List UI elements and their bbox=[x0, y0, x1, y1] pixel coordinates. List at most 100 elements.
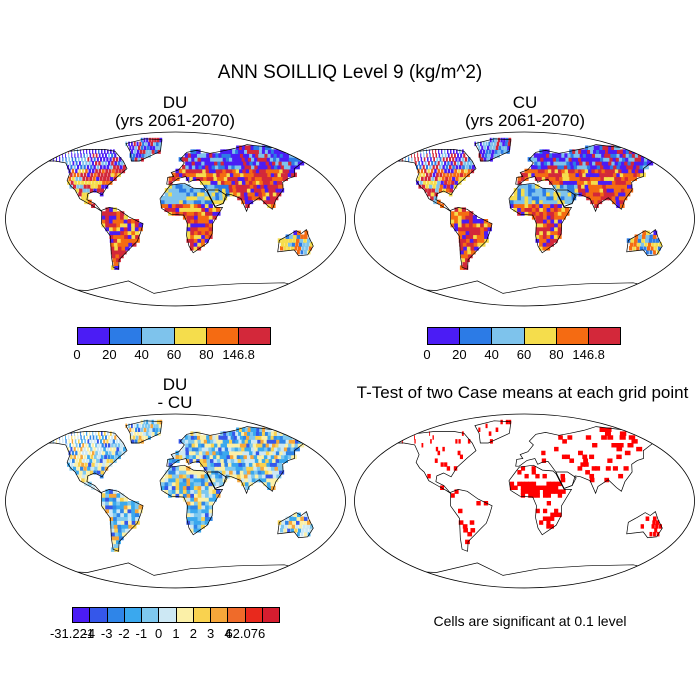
map-grid-cell bbox=[209, 172, 215, 178]
map-grid-cell bbox=[201, 226, 206, 232]
map-grid-cell bbox=[130, 149, 134, 154]
map-grid-cell bbox=[480, 234, 485, 239]
map-grid-cell bbox=[647, 242, 652, 247]
map-grid-cell bbox=[112, 230, 118, 236]
map-grid-cell bbox=[259, 462, 265, 467]
map-grid-cell bbox=[96, 157, 99, 162]
map-grid-cell bbox=[451, 180, 455, 185]
map-grid-cell bbox=[249, 168, 255, 174]
colorbar-diff bbox=[72, 607, 280, 623]
map-grid-cell bbox=[527, 172, 533, 178]
map-grid-cell bbox=[250, 439, 257, 444]
map-grid-cell bbox=[407, 431, 409, 436]
map-grid-cell bbox=[118, 157, 122, 162]
map-grid-cell bbox=[249, 466, 255, 471]
map-grid-cell bbox=[425, 164, 429, 170]
map-grid-cell bbox=[524, 485, 529, 490]
map-grid-cell bbox=[88, 161, 91, 166]
map-grid-cell bbox=[442, 188, 446, 193]
map-grid-cell bbox=[237, 446, 244, 452]
map-grid-cell bbox=[605, 466, 611, 471]
map-grid-cell bbox=[204, 477, 209, 483]
map-grid-cell bbox=[568, 199, 573, 205]
map-grid-cell bbox=[254, 439, 260, 444]
coastline bbox=[474, 138, 512, 162]
map-grid-cell bbox=[239, 184, 244, 189]
map-grid-cell bbox=[200, 153, 205, 158]
map-grid-cell bbox=[200, 524, 205, 529]
map-grid-cell bbox=[296, 516, 301, 521]
map-grid-cell bbox=[306, 520, 311, 525]
map-grid-cell bbox=[210, 176, 215, 181]
map-grid-cell bbox=[273, 439, 280, 444]
map-grid-cell bbox=[567, 188, 572, 193]
map-grid-cell bbox=[220, 149, 226, 154]
map-grid-cell bbox=[86, 164, 90, 170]
map-grid-cell bbox=[266, 180, 272, 185]
map-grid-cell bbox=[226, 443, 232, 448]
map-grid-cell bbox=[195, 168, 200, 174]
map-grid-cell bbox=[116, 215, 121, 220]
map-grid-cell bbox=[641, 234, 646, 239]
map-grid-cell bbox=[531, 211, 537, 216]
map-grid-cell bbox=[615, 195, 621, 201]
map-grid-cell bbox=[500, 149, 504, 154]
map-grid-cell bbox=[556, 184, 561, 189]
map-grid-cell bbox=[117, 238, 122, 243]
map-grid-cell bbox=[46, 153, 48, 158]
map-grid-cell bbox=[212, 493, 217, 498]
map-grid-cell bbox=[154, 419, 157, 425]
map-grid-cell bbox=[454, 219, 459, 224]
map-grid-cell bbox=[197, 501, 203, 506]
map-grid-cell bbox=[196, 176, 201, 181]
colorbar-segment bbox=[142, 608, 160, 622]
map-grid-cell bbox=[458, 230, 463, 236]
map-grid-cell bbox=[535, 199, 540, 205]
map-grid-cell bbox=[655, 242, 659, 247]
map-grid-cell bbox=[134, 501, 140, 506]
map-grid-cell bbox=[531, 184, 536, 189]
map-grid-cell bbox=[557, 222, 563, 228]
map-grid-cell bbox=[58, 149, 60, 154]
map-grid-cell bbox=[43, 157, 45, 162]
map-grid-cell bbox=[250, 431, 256, 436]
map-grid-cell bbox=[252, 435, 258, 440]
map-grid-cell bbox=[194, 157, 199, 162]
map-grid-cell bbox=[243, 470, 249, 475]
map-grid-cell bbox=[461, 157, 464, 162]
map-grid-cell bbox=[573, 180, 579, 185]
map-grid-cell bbox=[89, 458, 93, 463]
map-grid-cell bbox=[186, 477, 191, 483]
map-grid-cell bbox=[289, 168, 296, 174]
map-grid-cell bbox=[190, 199, 195, 205]
map-grid-cell bbox=[272, 161, 278, 166]
map-grid-cell bbox=[282, 176, 288, 181]
map-grid-cell bbox=[77, 157, 80, 162]
map-grid-cell bbox=[232, 184, 237, 189]
map-grid-cell bbox=[190, 508, 195, 514]
map-grid-cell bbox=[179, 481, 184, 487]
map-grid-cell bbox=[222, 439, 228, 444]
map-grid-cell bbox=[85, 161, 88, 166]
map-grid-cell bbox=[637, 242, 641, 247]
map-grid-cell bbox=[188, 161, 193, 166]
map-grid-cell bbox=[114, 249, 120, 255]
map-grid-cell bbox=[288, 238, 293, 243]
map-grid-cell bbox=[484, 145, 487, 150]
map-grid-cell bbox=[127, 226, 132, 232]
map-grid-cell bbox=[104, 454, 108, 460]
map-grid-cell bbox=[557, 219, 563, 224]
map-grid-cell bbox=[229, 149, 235, 154]
map-grid-cell bbox=[621, 176, 627, 181]
map-grid-cell bbox=[250, 172, 256, 178]
map-grid-cell bbox=[107, 161, 111, 166]
map-grid-cell bbox=[564, 153, 570, 158]
map-grid-cell bbox=[133, 431, 137, 436]
map-grid-cell bbox=[190, 504, 195, 510]
map-grid-cell bbox=[133, 141, 136, 147]
map-grid-cell bbox=[164, 188, 169, 193]
map-grid-cell bbox=[266, 195, 272, 201]
map-grid-cell bbox=[476, 219, 481, 224]
map-grid-cell bbox=[107, 172, 111, 178]
map-grid-cell bbox=[245, 450, 251, 456]
